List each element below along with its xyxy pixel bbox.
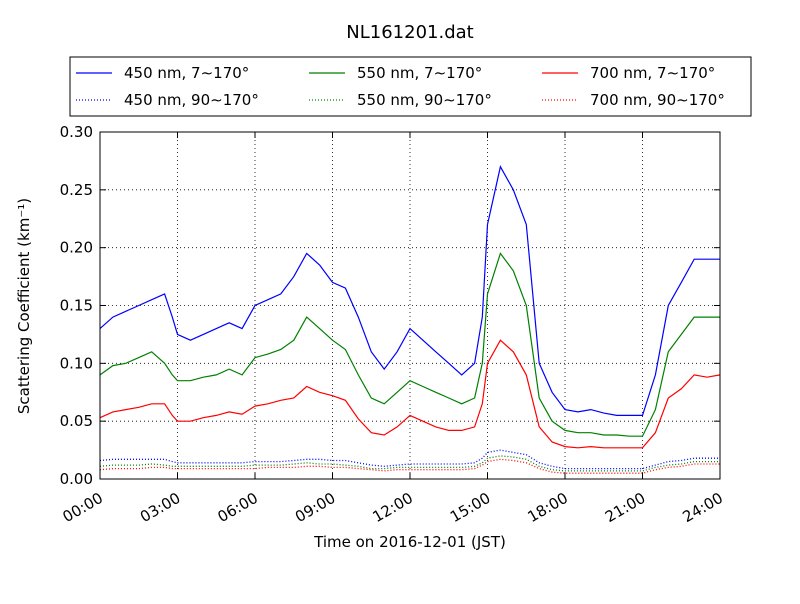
y-tick-label: 0.25: [60, 181, 93, 199]
x-tick-label: 00:00: [60, 489, 106, 526]
y-tick-label: 0.20: [60, 239, 93, 257]
y-tick-label: 0.15: [60, 297, 93, 315]
x-tick-label: 03:00: [137, 489, 183, 526]
y-tick-label: 0.30: [60, 123, 93, 141]
x-tick-label: 24:00: [680, 489, 726, 526]
x-tick-label: 12:00: [370, 489, 416, 526]
y-tick-label: 0.00: [60, 470, 93, 488]
x-tick-label: 15:00: [447, 489, 493, 526]
x-tick-label: 18:00: [525, 489, 571, 526]
legend-label-4: 450 nm, 90∼170°: [124, 91, 259, 109]
legend-label-1: 450 nm, 7∼170°: [124, 64, 249, 82]
legend-frame: [69, 56, 752, 117]
legend: 450 nm, 7∼170° 550 nm, 7∼170° 700 nm, 7∼17…: [69, 56, 752, 117]
legend-label-5: 550 nm, 90∼170°: [357, 91, 492, 109]
plot-area: 00:00 03:00 06:00 09:00 12:00 15:00 18:00 21:00…: [60, 123, 726, 526]
series-line-3: [99, 339, 721, 449]
chart-title: NL161201.dat: [346, 22, 473, 43]
x-tick-label: 21:00: [602, 489, 648, 526]
y-tick-label: 0.05: [60, 412, 93, 430]
series-line-1: [99, 165, 720, 416]
legend-label-6: 700 nm, 90∼170°: [590, 91, 725, 109]
legend-label-3: 700 nm, 7∼170°: [590, 64, 715, 82]
x-tick-label: 06:00: [215, 489, 261, 526]
y-axis-label: Scattering Coefficient (km⁻¹): [15, 198, 33, 414]
series-line-2: [99, 252, 720, 437]
x-tick-label: 09:00: [292, 489, 338, 526]
legend-label-2: 550 nm, 7∼170°: [357, 64, 482, 82]
y-tick-label: 0.10: [60, 354, 93, 372]
x-axis-label: Time on 2016-12-01 (JST): [313, 533, 506, 551]
